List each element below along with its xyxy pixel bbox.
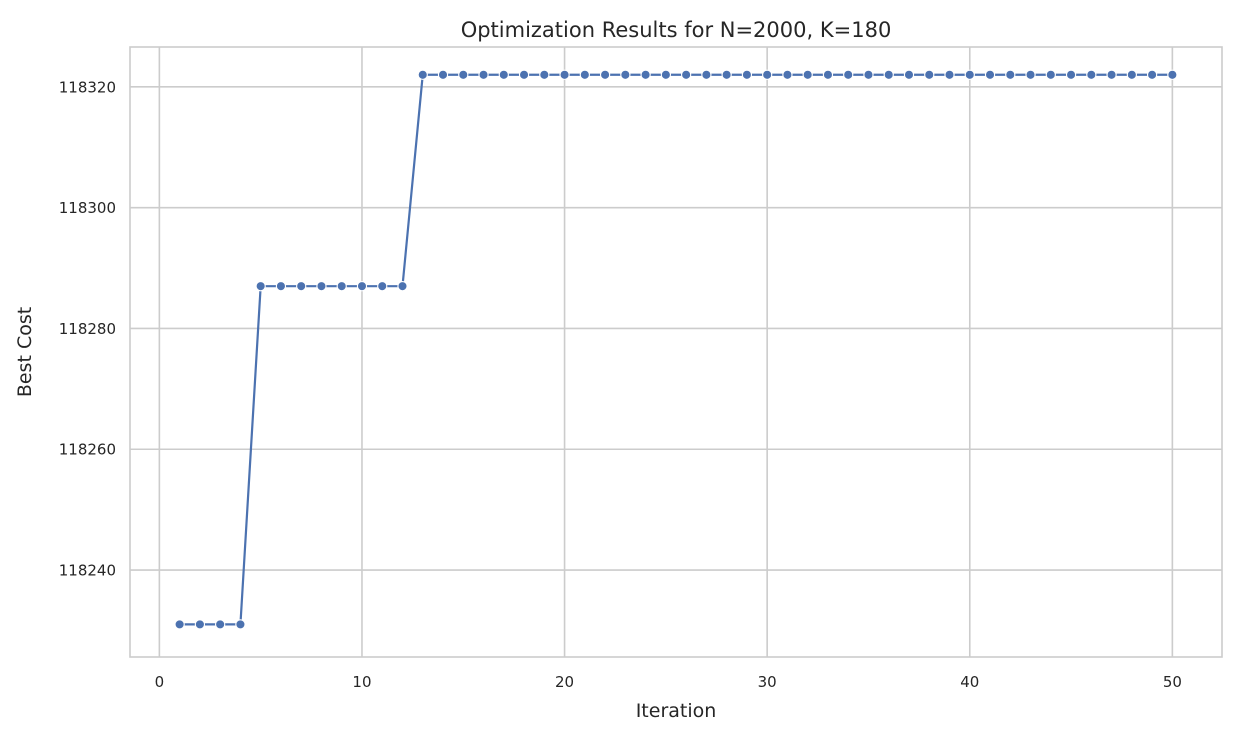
data-point — [215, 619, 226, 630]
y-tick-label: 118240 — [59, 562, 116, 580]
x-tick-label: 50 — [1163, 673, 1182, 691]
data-point — [579, 69, 590, 80]
data-point — [174, 619, 185, 630]
data-point — [1126, 69, 1137, 80]
data-point — [721, 69, 732, 80]
data-point — [843, 69, 854, 80]
data-point — [903, 69, 915, 80]
data-point — [802, 69, 813, 80]
data-point — [964, 69, 975, 80]
data-point — [924, 69, 935, 80]
data-point — [762, 69, 773, 80]
data-point — [1025, 69, 1036, 80]
data-point — [1146, 69, 1158, 80]
data-point — [1045, 69, 1056, 80]
data-point — [437, 69, 449, 80]
data-point — [1065, 69, 1077, 80]
data-point — [620, 69, 631, 80]
chart-title: Optimization Results for N=2000, K=180 — [461, 18, 892, 42]
series-layer — [174, 69, 1178, 630]
grid-lines — [130, 47, 1222, 657]
data-point — [640, 69, 651, 80]
data-point — [660, 69, 672, 80]
y-tick-label: 118280 — [59, 320, 116, 338]
x-tick-label: 10 — [352, 673, 371, 691]
data-point — [377, 281, 388, 292]
data-point — [822, 69, 834, 80]
x-tick-label: 20 — [555, 673, 574, 691]
data-point — [316, 281, 327, 292]
data-point — [255, 281, 266, 292]
data-point — [984, 69, 996, 80]
data-point — [458, 69, 469, 80]
data-point — [194, 619, 206, 630]
data-point — [417, 69, 428, 80]
plot-area — [129, 46, 1223, 658]
data-point — [863, 69, 874, 80]
data-point — [1106, 69, 1117, 80]
data-point — [1167, 69, 1178, 80]
data-point — [559, 69, 570, 80]
data-point — [275, 281, 287, 292]
x-axis-label: Iteration — [636, 700, 717, 722]
y-tick-label: 118260 — [59, 441, 116, 459]
data-point — [518, 69, 530, 80]
data-point — [356, 281, 368, 292]
data-point — [944, 69, 955, 80]
x-tick-label: 30 — [758, 673, 777, 691]
y-tick-label: 118320 — [59, 78, 116, 96]
data-point — [296, 281, 307, 292]
data-point — [336, 281, 347, 292]
plot-frame — [129, 46, 1223, 658]
x-tick-labels: 0 10 20 30 40 50 — [155, 673, 1182, 691]
data-point — [680, 69, 692, 80]
data-point — [883, 69, 894, 80]
data-point — [701, 69, 712, 80]
x-tick-label: 0 — [155, 673, 165, 691]
data-point — [539, 69, 550, 80]
data-point — [1086, 69, 1097, 80]
y-tick-labels: 118240 118260 118280 118300 118320 — [59, 78, 116, 579]
data-point — [782, 69, 793, 80]
data-point — [235, 619, 246, 630]
data-point — [741, 69, 753, 80]
y-axis-label: Best Cost — [14, 307, 36, 397]
data-point — [1005, 69, 1016, 80]
data-point — [498, 69, 509, 80]
data-point — [599, 69, 611, 80]
x-tick-label: 40 — [960, 673, 979, 691]
data-point — [478, 69, 489, 80]
data-point — [397, 281, 408, 292]
y-tick-label: 118300 — [59, 199, 116, 217]
